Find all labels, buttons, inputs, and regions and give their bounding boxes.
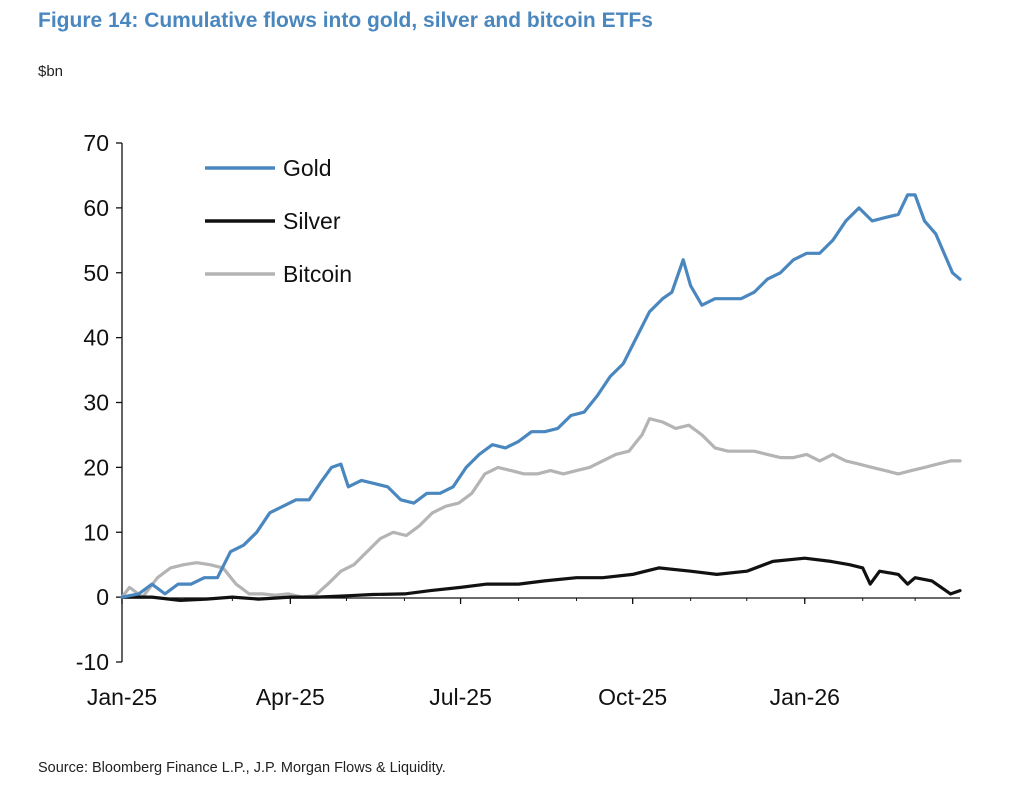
- series-line-silver: [120, 556, 962, 602]
- y-unit-label: $bn: [38, 63, 64, 80]
- y-tick-label: 40: [83, 325, 109, 351]
- y-tick-label: 60: [83, 195, 109, 221]
- chart-area: -10 0 10 20 30 40 50 60 70 Jan-25 Apr-25 Jul-25 Oct-…: [76, 130, 962, 710]
- series-line-bitcoin: [120, 417, 962, 599]
- x-tick-label: Jul-25: [429, 684, 492, 710]
- y-tick-label: -10: [76, 649, 109, 675]
- legend-label-gold: Gold: [283, 155, 332, 181]
- legend-label-silver: Silver: [283, 208, 341, 234]
- figure-title: Figure 14: Cumulative flows into gold, s…: [38, 9, 653, 32]
- series-group: [120, 193, 962, 602]
- y-tick-label: 0: [96, 584, 109, 610]
- legend-label-bitcoin: Bitcoin: [283, 261, 352, 287]
- y-tick-label: 10: [83, 519, 109, 545]
- y-tick-label: 20: [83, 454, 109, 480]
- legend: Gold Silver Bitcoin: [205, 155, 352, 287]
- x-tick-label: Oct-25: [598, 684, 667, 710]
- x-tick-label: Apr-25: [256, 684, 325, 710]
- x-tick-label: Jan-26: [770, 684, 840, 710]
- y-tick-label: 30: [83, 390, 109, 416]
- x-tick-label: Jan-25: [87, 684, 157, 710]
- y-tick-label: 50: [83, 260, 109, 286]
- y-tick-label: 70: [83, 130, 109, 156]
- axes-group: -10 0 10 20 30 40 50 60 70 Jan-25 Apr-25 Jul-25 Oct-…: [76, 130, 960, 710]
- source-note: Source: Bloomberg Finance L.P., J.P. Mor…: [38, 760, 446, 776]
- series-line-gold: [120, 193, 962, 599]
